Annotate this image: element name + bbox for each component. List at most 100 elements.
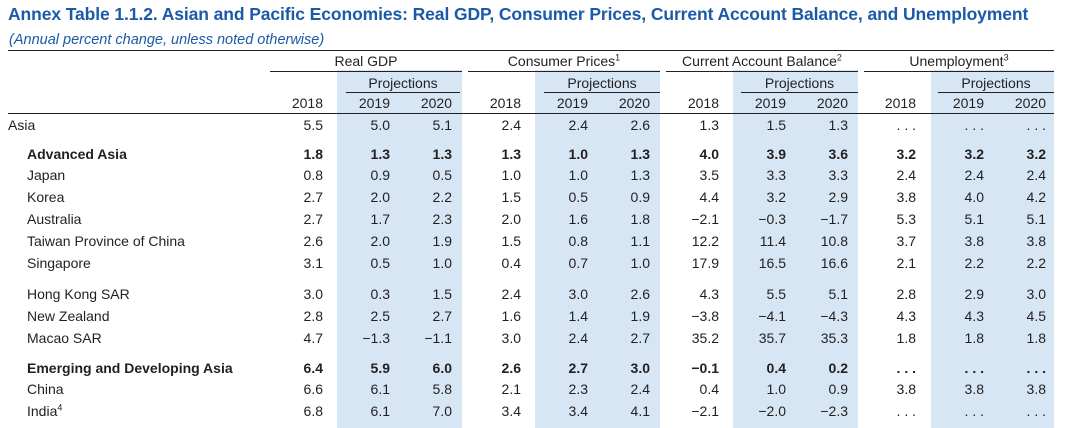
table-cell: 10.8 xyxy=(820,233,848,249)
table-cell: 2.4 xyxy=(568,330,588,346)
table-cell: 5.0 xyxy=(370,117,390,133)
row-label: Australia xyxy=(27,211,81,227)
table-cell: 3.9 xyxy=(766,146,786,162)
projection-shading xyxy=(337,70,462,428)
table-cell: 12.2 xyxy=(691,233,719,249)
table-cell: 3.6 xyxy=(828,146,848,162)
table-cell: 1.8 xyxy=(964,330,984,346)
row-label-text: Singapore xyxy=(27,255,91,271)
table-cell: 0.8 xyxy=(568,233,588,249)
table-cell: 3.2 xyxy=(1026,146,1046,162)
row-label-text: New Zealand xyxy=(27,308,110,324)
group-underline xyxy=(864,71,1054,72)
projections-underline xyxy=(544,92,660,93)
table-cell: 6.1 xyxy=(370,403,390,419)
column-group-label: Consumer Prices xyxy=(507,53,616,69)
table-cell: 0.4 xyxy=(699,381,719,397)
title-underline xyxy=(8,50,1054,51)
table-cell: 17.9 xyxy=(691,255,719,271)
table-cell: 2.7 xyxy=(630,330,650,346)
row-label: Taiwan Province of China xyxy=(27,233,185,249)
table-cell: 0.8 xyxy=(303,167,323,183)
table-cell: 1.5 xyxy=(501,189,521,205)
table-cell: −1.7 xyxy=(820,211,848,227)
header-rule xyxy=(8,113,1054,114)
year-header: 2020 xyxy=(1014,95,1046,111)
table-cell: 2.3 xyxy=(432,211,452,227)
table-cell: 5.9 xyxy=(370,360,390,376)
table-cell: 2.7 xyxy=(432,308,452,324)
table-cell: 0.2 xyxy=(828,360,848,376)
table-cell: 1.5 xyxy=(501,233,521,249)
table-cell: 3.0 xyxy=(630,360,650,376)
table-cell: 2.6 xyxy=(630,286,650,302)
row-label-text: Macao SAR xyxy=(27,330,102,346)
table-cell: 1.1 xyxy=(630,233,650,249)
table-cell: 2.0 xyxy=(370,189,390,205)
table-cell: 3.1 xyxy=(303,255,323,271)
table-cell: 3.3 xyxy=(828,167,848,183)
row-label: China xyxy=(27,381,64,397)
table-cell: 1.9 xyxy=(432,233,452,249)
table-cell: 0.5 xyxy=(432,167,452,183)
table-cell: 5.1 xyxy=(964,211,984,227)
group-underline xyxy=(666,71,858,72)
row-label-text: Asia xyxy=(8,117,36,133)
table-cell: 2.7 xyxy=(568,360,588,376)
table-cell: 4.0 xyxy=(964,189,984,205)
table-title: Annex Table 1.1.2. Asian and Pacific Eco… xyxy=(8,4,1029,24)
table-cell: 1.3 xyxy=(699,117,719,133)
table-cell: 4.1 xyxy=(630,403,650,419)
table-cell: 2.4 xyxy=(1026,167,1046,183)
table-cell: . . . xyxy=(964,117,984,133)
table-cell: 4.5 xyxy=(1026,308,1046,324)
table-cell: 5.1 xyxy=(828,286,848,302)
table-cell: 4.3 xyxy=(896,308,916,324)
footnote-marker: 3 xyxy=(1003,52,1009,63)
table-cell: −3.8 xyxy=(691,308,719,324)
row-label-text: Advanced Asia xyxy=(27,146,127,162)
table-cell: −2.1 xyxy=(691,403,719,419)
projections-label: Projections xyxy=(567,75,637,91)
year-header: 2018 xyxy=(489,95,521,111)
table-cell: 2.0 xyxy=(501,211,521,227)
table-cell: . . . xyxy=(896,117,916,133)
table-cell: 3.8 xyxy=(964,233,984,249)
projections-label: Projections xyxy=(368,75,438,91)
table-cell: −0.3 xyxy=(758,211,786,227)
footnote-marker: 4 xyxy=(57,402,63,413)
row-label-text: Emerging and Developing Asia xyxy=(27,360,233,376)
table-cell: 4.0 xyxy=(699,146,719,162)
column-group-label: Unemployment xyxy=(909,53,1004,69)
table-cell: 2.2 xyxy=(1026,255,1046,271)
table-cell: . . . xyxy=(964,403,984,419)
table-cell: 1.3 xyxy=(501,146,521,162)
table-cell: 2.8 xyxy=(303,308,323,324)
table-cell: 6.1 xyxy=(370,381,390,397)
table-cell: 3.5 xyxy=(699,167,719,183)
table-cell: 5.1 xyxy=(432,117,452,133)
table-cell: 1.0 xyxy=(630,255,650,271)
table-cell: 2.6 xyxy=(501,360,521,376)
group-underline xyxy=(270,71,462,72)
table-cell: 1.0 xyxy=(568,146,588,162)
table-cell: 0.4 xyxy=(501,255,521,271)
table-cell: 2.5 xyxy=(370,308,390,324)
table-cell: 1.0 xyxy=(432,255,452,271)
year-header: 2020 xyxy=(420,95,452,111)
projections-underline xyxy=(938,92,1054,93)
table-cell: 1.6 xyxy=(568,211,588,227)
row-label-text: China xyxy=(27,381,64,397)
row-label-text: Korea xyxy=(27,189,65,205)
row-label-text: Australia xyxy=(27,211,82,227)
table-cell: 5.8 xyxy=(432,381,452,397)
table-cell: . . . xyxy=(1026,360,1046,376)
table-cell: −2.1 xyxy=(691,211,719,227)
table-cell: 4.4 xyxy=(699,189,719,205)
table-cell: 1.3 xyxy=(630,146,650,162)
table-cell: 0.5 xyxy=(370,255,390,271)
table-subtitle: (Annual percent change, unless noted oth… xyxy=(9,32,325,48)
projection-shading xyxy=(733,70,858,428)
year-header: 2019 xyxy=(358,95,390,111)
table-cell: 3.2 xyxy=(964,146,984,162)
